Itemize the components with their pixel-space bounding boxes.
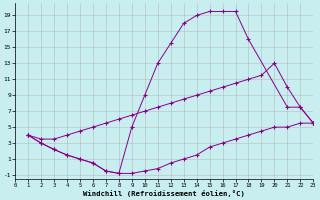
X-axis label: Windchill (Refroidissement éolien,°C): Windchill (Refroidissement éolien,°C) bbox=[83, 190, 245, 197]
